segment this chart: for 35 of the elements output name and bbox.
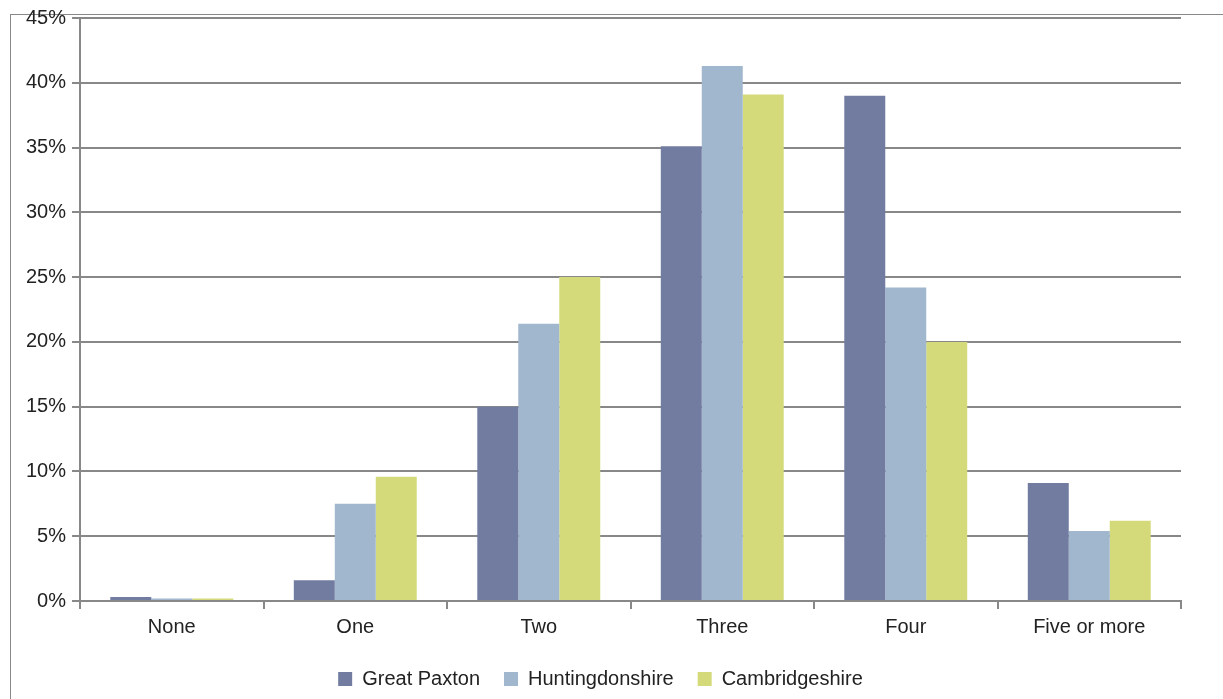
bar bbox=[334, 503, 376, 600]
bar bbox=[559, 277, 601, 600]
y-tick-label: 15% bbox=[26, 394, 67, 417]
y-tick-label: 20% bbox=[26, 329, 67, 352]
bar bbox=[477, 406, 519, 600]
bar bbox=[660, 146, 702, 600]
x-tick-label: Five or more bbox=[1033, 614, 1146, 637]
bar bbox=[375, 476, 417, 600]
bar bbox=[518, 323, 560, 600]
bar bbox=[1027, 483, 1069, 600]
y-tick-label: 35% bbox=[26, 135, 67, 158]
y-tick-label: 5% bbox=[37, 523, 67, 546]
bar bbox=[110, 597, 152, 600]
legend-label: Huntingdonshire bbox=[528, 666, 674, 689]
bar bbox=[885, 287, 927, 600]
y-tick-label: 0% bbox=[37, 588, 67, 611]
bar bbox=[293, 580, 335, 600]
legend-label: Cambridgeshire bbox=[721, 666, 863, 689]
bar bbox=[926, 341, 968, 600]
y-tick-label: 25% bbox=[26, 264, 67, 287]
legend-label: Great Paxton bbox=[362, 666, 481, 689]
bar bbox=[844, 95, 886, 600]
y-tick-label: 10% bbox=[26, 458, 67, 481]
x-tick-label: None bbox=[147, 614, 196, 637]
y-tick-label: 40% bbox=[26, 70, 67, 93]
y-tick-label: 45% bbox=[26, 5, 67, 28]
x-tick-label: Three bbox=[696, 614, 749, 637]
x-tick-label: Two bbox=[520, 614, 558, 637]
bar bbox=[1109, 520, 1151, 600]
x-tick-label: One bbox=[336, 614, 375, 637]
x-tick-label: Four bbox=[885, 614, 927, 637]
bar bbox=[742, 94, 784, 600]
bar bbox=[1068, 531, 1110, 600]
y-tick-label: 30% bbox=[26, 199, 67, 222]
bar bbox=[701, 65, 743, 600]
